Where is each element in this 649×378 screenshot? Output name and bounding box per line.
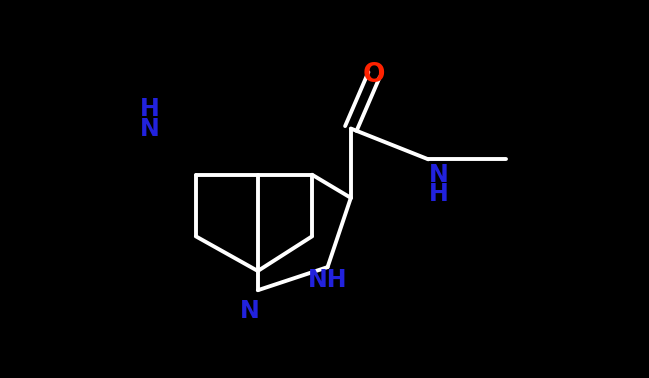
Text: H: H <box>429 182 449 206</box>
Text: NH: NH <box>308 268 347 292</box>
Text: N: N <box>240 299 260 323</box>
Text: H: H <box>140 96 159 121</box>
Text: O: O <box>363 62 386 88</box>
Text: N: N <box>429 163 449 187</box>
Text: N: N <box>140 116 159 141</box>
